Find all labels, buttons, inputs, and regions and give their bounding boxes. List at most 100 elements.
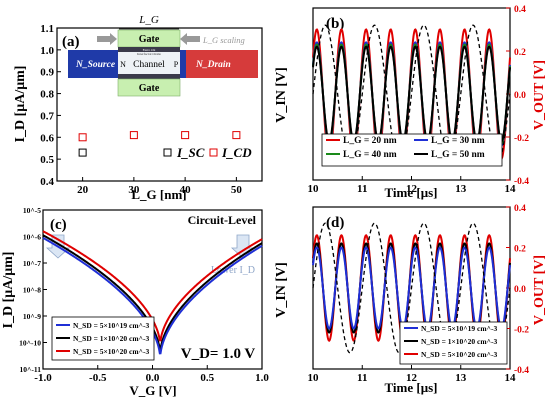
p-label: P <box>174 60 179 69</box>
panel-b-legend-label: L_G = 30 nm <box>431 136 485 146</box>
panel-c-ytick-label: 10^-11 <box>20 365 42 374</box>
panel-b-vout-line <box>312 45 511 143</box>
channel-label: Channel <box>133 60 165 70</box>
panel-c-xtick-label: 0.0 <box>146 372 160 384</box>
legend-isc-marker <box>163 148 172 157</box>
panel-c-ytick-label: 10^-6 <box>23 233 41 242</box>
panel-b-legend: L_G = 20 nm L_G = 30 nm L_G = 40 nm L_G = 5… <box>321 133 503 167</box>
panel-c-xtick-label: 0.5 <box>200 372 214 384</box>
panel-a-point <box>78 133 87 142</box>
panel-c-ytick-label: 10^-5 <box>23 206 41 215</box>
ferro-oxide-label: Ferro Ox <box>143 48 156 52</box>
panel-d-xtick-label: 11 <box>357 372 367 384</box>
panel-c-legend-label: N_SD = 5×10^19 cm^-3 <box>73 321 149 330</box>
panel-b-legend-label: L_G = 20 nm <box>343 136 397 146</box>
lg-label: L_G <box>138 14 159 26</box>
n-label: N <box>120 60 126 69</box>
panel-d-vin-line <box>312 222 511 354</box>
legend-icd-marker <box>209 148 218 157</box>
gate-bottom-label: Gate <box>139 83 160 94</box>
n-source-label: N_Source <box>75 60 116 70</box>
panel-a-ytick-label: 0.7 <box>40 110 54 122</box>
panel-b-xtick-label: 11 <box>357 183 367 195</box>
panel-a-ytick-label: 0.6 <box>40 132 54 144</box>
panel-b-legend-label: L_G = 40 nm <box>343 150 397 160</box>
panel-a-ytick-label: 1.0 <box>40 45 54 57</box>
panel-b-xtick-label: 10 <box>308 183 320 195</box>
panel-c-ytick-label: 10^-8 <box>23 286 41 295</box>
panel-b: (b) 10 11 12 13 14-0.4 -0.2 0.0 0.2 0.4 L_G = 20… <box>274 5 547 200</box>
panel-b-legend-label: L_G = 50 nm <box>431 150 485 160</box>
panel-d-xtick-label: 10 <box>308 372 320 384</box>
panel-a-frame <box>56 27 263 182</box>
panel-a-ytick-label: 1.1 <box>40 23 54 35</box>
panel-d-legend-label: N_SD = 5×10^20 cm^-3 <box>421 350 497 359</box>
panel-a-ytick-label: 0.4 <box>40 176 54 188</box>
panel-a-ylabel: I_D [μA/μm] <box>13 66 28 143</box>
panel-d-axes: 10 11 12 13 14-0.4 -0.2 0.0 0.2 0.4 <box>308 204 530 384</box>
ferro-oxide-top <box>118 47 180 52</box>
circuit-level-label: Circuit-Level <box>188 213 257 227</box>
panel-a-point <box>78 148 87 157</box>
panel-c-ytick-label: 10^-10 <box>19 339 41 348</box>
panel-b-ytick-right-label: -0.2 <box>514 134 529 144</box>
panel-a-ytick-label: 0.5 <box>40 154 54 166</box>
panel-d-ytick-right-label: -0.4 <box>514 366 529 376</box>
panel-a-point <box>232 131 241 140</box>
panel-d-xtick-label: 14 <box>505 372 517 384</box>
panel-a-xtick-label: 30 <box>128 184 140 196</box>
panel-c-ylabel: I_D [μA/μm] <box>1 252 16 329</box>
panel-d-ytick-right-label: 0.2 <box>514 245 526 255</box>
panel-c: (c) Circuit-Level Lower I_D -1.0 -0.5 0.0 0… <box>1 206 269 398</box>
panel-c-xtick-label: 1.0 <box>255 372 269 384</box>
panel-a-xtick-label: 50 <box>231 184 243 196</box>
legend-icd-label: I_CD <box>221 145 252 160</box>
panel-d: (d) 10 11 12 13 14-0.4 -0.2 0.0 0.2 0.4 N_SD = 5… <box>274 204 547 395</box>
panel-c-xtick-label: -1.0 <box>34 372 52 384</box>
panel-d-ytick-right-label: -0.2 <box>514 326 529 336</box>
panel-a-xlabel: L_G [nm] <box>131 187 186 202</box>
panel-a-ytick-label: 0.9 <box>40 67 54 79</box>
panel-b-ytick-right-label: -0.4 <box>514 177 529 187</box>
panel-b-axes: 10 11 12 13 14-0.4 -0.2 0.0 0.2 0.4 <box>308 5 530 195</box>
n-drain-label: N_Drain <box>195 60 231 70</box>
panel-a-xtick-label: 20 <box>77 184 89 196</box>
panel-b-ylabel-right: V_OUT [V] <box>532 60 547 130</box>
gate-top-label: Gate <box>139 34 160 45</box>
panel-d-label: (d) <box>326 215 344 231</box>
panel-b-ytick-right-label: 0.4 <box>514 5 526 15</box>
panel-d-ylabel-left: V_IN [V] <box>274 262 289 318</box>
panel-d-legend-label: N_SD = 5×10^19 cm^-3 <box>421 324 497 333</box>
panel-d-xlabel: Time [μs] <box>385 380 438 395</box>
scaling-arrow-right-icon <box>180 33 200 45</box>
panel-b-xlabel: Time [μs] <box>385 185 438 200</box>
panel-b-legend-box <box>321 133 503 167</box>
panel-b-xtick-label: 13 <box>455 183 467 195</box>
ferro-oxide-bottom <box>118 74 180 79</box>
panel-c-legend-label: N_SD = 5×10^20 cm^-3 <box>73 347 149 356</box>
panel-d-ylabel-right: V_OUT [V] <box>532 255 547 325</box>
lower-id-label: Lower I_D <box>211 265 255 276</box>
panel-c-axes: -1.0 -0.5 0.0 0.5 1.0 10^-11 10^-10 10^-9 10^-8 1… <box>19 206 269 384</box>
panel-d-ytick-right-label: 0.0 <box>514 285 526 295</box>
panel-a: (a) Gate Gate Ferro Ox Interfacial Oxide… <box>13 14 263 202</box>
lg-scaling-label: L_G scaling <box>202 35 245 45</box>
panel-d-xtick-label: 13 <box>455 372 467 384</box>
panel-a-marks <box>78 131 241 157</box>
drain-region <box>186 50 258 78</box>
panel-a-point <box>181 131 190 140</box>
panel-c-xtick-label: -0.5 <box>89 372 107 384</box>
panel-a-axes: 20 30 40 50 0.4 0.5 0.6 0.7 0.8 0.9 1.0 1.1 <box>40 23 242 196</box>
panel-c-legend: N_SD = 5×10^19 cm^-3 N_SD = 1×10^20 cm^-3… <box>51 316 155 361</box>
interfacial-oxide-label: Interfacial Oxide <box>137 52 161 56</box>
panel-a-point <box>129 131 138 140</box>
panel-a-label: (a) <box>62 34 80 50</box>
scaling-arrow-left-icon <box>97 33 117 45</box>
panel-c-legend-label: N_SD = 1×10^20 cm^-3 <box>73 334 149 343</box>
panel-c-xlabel: V_G [V] <box>129 383 176 398</box>
device-inset: Gate Gate Ferro Ox Interfacial Oxide Cha… <box>68 14 258 97</box>
panel-b-xtick-label: 12 <box>406 183 418 195</box>
legend-isc-label: I_SC <box>176 145 205 160</box>
panel-d-legend: N_SD = 5×10^19 cm^-3 N_SD = 1×10^20 cm^-3… <box>399 321 508 365</box>
